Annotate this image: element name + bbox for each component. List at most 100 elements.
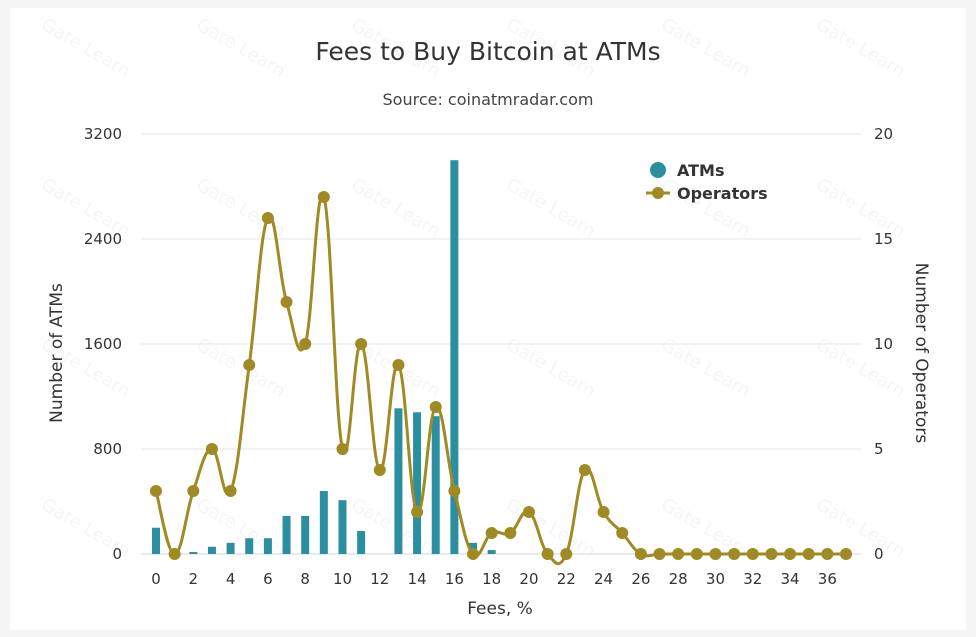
operators-point[interactable] <box>653 548 666 560</box>
atms-bar[interactable] <box>394 408 403 554</box>
operators-point[interactable] <box>840 548 852 560</box>
operators-point[interactable] <box>355 338 368 350</box>
operators-point[interactable] <box>429 401 442 413</box>
operators-point[interactable] <box>224 485 237 497</box>
operators-point[interactable] <box>560 548 573 560</box>
x-axis-ticks: 0 2 4 6 8 10 12 14 16 18 20 22 24 26 28 30 32 34 36 <box>151 570 837 588</box>
atms-bar[interactable] <box>357 531 366 554</box>
operators-point[interactable] <box>784 548 797 560</box>
operators-point[interactable] <box>821 548 834 560</box>
legend-operators-swatch <box>652 187 664 199</box>
y-right-axis-title: Number of Operators <box>911 263 931 444</box>
x-tick-label: 16 <box>445 570 464 588</box>
operators-point[interactable] <box>541 548 554 560</box>
atms-bar[interactable] <box>413 412 422 554</box>
y-right-tick-label: 10 <box>874 335 893 353</box>
operators-point[interactable] <box>150 485 162 497</box>
operators-point[interactable] <box>373 464 386 476</box>
x-tick-label: 6 <box>263 570 273 588</box>
atms-bar[interactable] <box>226 542 235 554</box>
legend-operators-label[interactable]: Operators <box>677 184 768 203</box>
legend[interactable]: ATMs Operators <box>646 161 768 203</box>
x-tick-label: 30 <box>706 570 725 588</box>
atms-bar[interactable] <box>207 546 216 554</box>
atms-bar[interactable] <box>487 550 496 554</box>
y-right-tick-label: 5 <box>874 440 884 458</box>
atms-bar[interactable] <box>301 515 310 554</box>
x-tick-label: 26 <box>631 570 650 588</box>
operators-point[interactable] <box>336 443 349 455</box>
legend-atms-swatch <box>650 162 666 178</box>
operators-point[interactable] <box>485 527 498 539</box>
y-left-tick-label: 3200 <box>84 125 122 143</box>
y-left-tick-label: 1600 <box>84 335 122 353</box>
operators-point[interactable] <box>448 485 461 497</box>
y-left-tick-label: 0 <box>112 545 122 563</box>
chart-svg: Gate Learn Gate Learn Gate Learn Gate Learn… <box>47 14 931 619</box>
operators-point[interactable] <box>616 527 629 539</box>
operators-point[interactable] <box>709 548 722 560</box>
operators-point[interactable] <box>280 296 293 308</box>
operators-point[interactable] <box>467 548 480 560</box>
operators-point[interactable] <box>522 506 535 518</box>
operators-point[interactable] <box>187 485 200 497</box>
watermark-text: Gate Learn <box>193 494 289 562</box>
x-tick-label: 34 <box>781 570 800 588</box>
operators-point[interactable] <box>504 527 517 539</box>
operators-point[interactable] <box>243 359 256 371</box>
operators-point[interactable] <box>802 548 815 560</box>
watermark-text: Gate Learn <box>813 14 909 82</box>
atms-bar[interactable] <box>338 500 347 554</box>
legend-atms-label[interactable]: ATMs <box>677 161 725 180</box>
x-tick-label: 28 <box>669 570 688 588</box>
x-tick-label: 22 <box>557 570 576 588</box>
operators-point[interactable] <box>317 191 330 203</box>
x-tick-label: 20 <box>519 570 538 588</box>
operators-point[interactable] <box>690 548 703 560</box>
atms-bar[interactable] <box>152 527 160 554</box>
operators-point[interactable] <box>746 548 759 560</box>
x-tick-label: 24 <box>594 570 613 588</box>
atms-bar[interactable] <box>450 160 459 554</box>
operators-point[interactable] <box>728 548 741 560</box>
chart-subtitle: Source: coinatmradar.com <box>383 90 594 109</box>
operators-point-series <box>150 191 852 560</box>
x-tick-label: 10 <box>333 570 352 588</box>
x-tick-label: 14 <box>408 570 427 588</box>
operators-point[interactable] <box>411 506 424 518</box>
operators-point[interactable] <box>672 548 685 560</box>
x-tick-label: 18 <box>482 570 501 588</box>
operators-point[interactable] <box>205 443 218 455</box>
y-right-axis-ticks: 0 5 10 15 20 <box>874 125 893 563</box>
atms-bar[interactable] <box>189 552 198 554</box>
operators-point[interactable] <box>597 506 610 518</box>
y-right-tick-label: 20 <box>874 125 893 143</box>
operators-point[interactable] <box>261 212 274 224</box>
operators-point[interactable] <box>299 338 312 350</box>
atms-bar[interactable] <box>319 491 328 554</box>
y-left-tick-label: 2400 <box>84 230 122 248</box>
operators-point[interactable] <box>634 548 647 560</box>
watermark-text: Gate Learn <box>658 14 754 82</box>
y-right-tick-label: 0 <box>874 545 884 563</box>
watermark-text: Gate Learn <box>813 174 909 242</box>
x-tick-label: 4 <box>226 570 236 588</box>
x-tick-label: 36 <box>818 570 837 588</box>
chart-title: Fees to Buy Bitcoin at ATMs <box>315 37 660 66</box>
x-axis-title: Fees, % <box>467 599 533 619</box>
watermark-text: Gate Learn <box>193 14 289 82</box>
operators-point[interactable] <box>392 359 405 371</box>
y-right-tick-label: 15 <box>874 230 893 248</box>
atms-bar[interactable] <box>263 538 272 554</box>
x-tick-label: 12 <box>370 570 389 588</box>
watermark-text: Gate Learn <box>348 174 444 242</box>
operators-point[interactable] <box>765 548 778 560</box>
y-left-axis-title: Number of ATMs <box>47 283 67 423</box>
atms-bar[interactable] <box>282 515 291 554</box>
atms-bar[interactable] <box>431 416 440 554</box>
atms-bar[interactable] <box>245 538 254 554</box>
operators-point[interactable] <box>168 548 181 560</box>
operators-point[interactable] <box>578 464 591 476</box>
watermark-text: Gate Learn <box>503 174 599 242</box>
x-tick-label: 8 <box>300 570 310 588</box>
